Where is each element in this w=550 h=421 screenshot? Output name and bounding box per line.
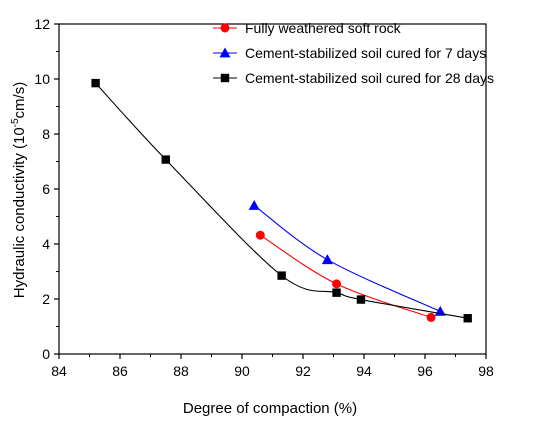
y-tick-label: 0 — [42, 346, 50, 362]
data-point — [91, 78, 100, 88]
y-axis-title-main: Hydraulic conductivity (10 — [11, 127, 28, 298]
legend: Fully weathered soft rock Cement-stabiliz… — [213, 20, 494, 86]
x-tick-label: 98 — [478, 363, 494, 379]
legend-label: Fully weathered soft rock — [245, 20, 402, 36]
y-axis-title: Hydraulic conductivity (10-5cm/s) — [10, 82, 28, 298]
legend-item: Cement-stabilized soil cured for 7 days — [213, 45, 486, 61]
legend-label: Cement-stabilized soil cured for 28 days — [245, 70, 494, 86]
data-point — [248, 200, 260, 210]
x-axis-title: Degree of compaction (%) — [183, 400, 357, 417]
series-2 — [248, 200, 446, 316]
x-tick-label: 92 — [295, 363, 311, 379]
legend-marker — [220, 73, 230, 83]
data-point — [332, 279, 342, 289]
x-axis-ticks: 84 86 88 90 92 94 96 98 — [51, 354, 494, 379]
data-point — [463, 314, 472, 323]
data-point — [332, 288, 341, 297]
legend-label: Cement-stabilized soil cured for 7 days — [245, 45, 486, 61]
data-point — [321, 254, 333, 265]
data-point — [161, 155, 170, 164]
x-tick-label: 88 — [173, 363, 189, 379]
x-tick-label: 94 — [356, 363, 372, 379]
data-point — [255, 230, 265, 240]
y-tick-label: 8 — [42, 126, 50, 142]
x-tick-label: 90 — [234, 363, 250, 379]
y-axis-ticks: 0 2 4 6 8 10 12 — [34, 16, 59, 362]
data-point — [426, 312, 436, 322]
data-point — [356, 295, 366, 304]
x-tick-label: 84 — [51, 363, 67, 379]
legend-item: Cement-stabilized soil cured for 28 days — [213, 70, 494, 86]
series-line — [95, 82, 468, 319]
y-tick-label: 10 — [34, 71, 50, 87]
data-point — [277, 271, 286, 280]
series-3 — [91, 78, 472, 323]
y-axis-title-tail: cm/s) — [11, 82, 28, 119]
series-line — [253, 205, 441, 312]
y-axis-title-sup: -5 — [10, 118, 21, 127]
x-tick-label: 86 — [112, 363, 128, 379]
series-line — [260, 234, 432, 318]
y-tick-label: 4 — [42, 236, 50, 252]
series-1 — [255, 230, 436, 322]
series-layer — [91, 78, 472, 323]
x-tick-label: 96 — [417, 363, 433, 379]
y-tick-label: 2 — [42, 291, 50, 307]
legend-item: Fully weathered soft rock — [213, 20, 402, 36]
y-tick-label: 6 — [42, 181, 50, 197]
legend-marker — [220, 23, 230, 33]
legend-marker — [219, 47, 231, 58]
y-tick-label: 12 — [34, 16, 50, 32]
